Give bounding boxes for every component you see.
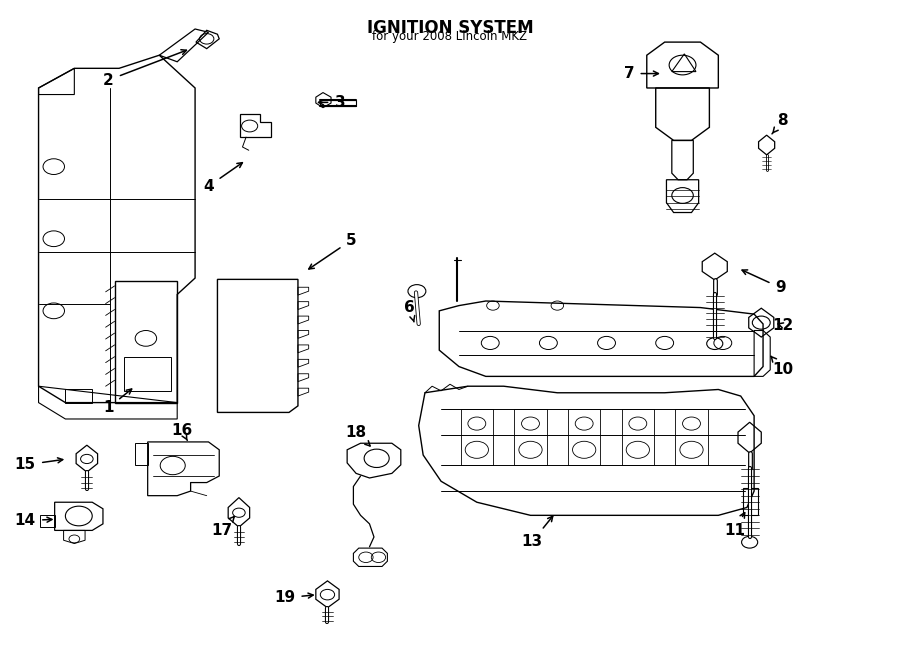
Text: IGNITION SYSTEM: IGNITION SYSTEM <box>366 19 534 37</box>
Text: 8: 8 <box>772 113 788 134</box>
Text: 10: 10 <box>771 356 793 377</box>
Text: 12: 12 <box>772 318 794 332</box>
Text: 14: 14 <box>14 513 52 528</box>
Text: 1: 1 <box>104 389 131 415</box>
Text: 9: 9 <box>742 270 787 295</box>
Text: 16: 16 <box>171 422 193 440</box>
Text: for your 2008 Lincoln MKZ: for your 2008 Lincoln MKZ <box>373 30 527 44</box>
Text: 5: 5 <box>309 233 357 269</box>
Text: 15: 15 <box>14 457 63 473</box>
Text: 6: 6 <box>404 300 415 322</box>
Polygon shape <box>320 100 356 106</box>
Text: 4: 4 <box>203 163 242 194</box>
Text: 17: 17 <box>212 516 234 538</box>
Text: 2: 2 <box>103 50 186 88</box>
Text: 19: 19 <box>274 590 313 605</box>
Text: 11: 11 <box>724 513 745 538</box>
Text: 3: 3 <box>319 95 346 110</box>
Text: 7: 7 <box>624 66 659 81</box>
Text: 18: 18 <box>346 424 370 446</box>
Text: 13: 13 <box>522 516 553 549</box>
